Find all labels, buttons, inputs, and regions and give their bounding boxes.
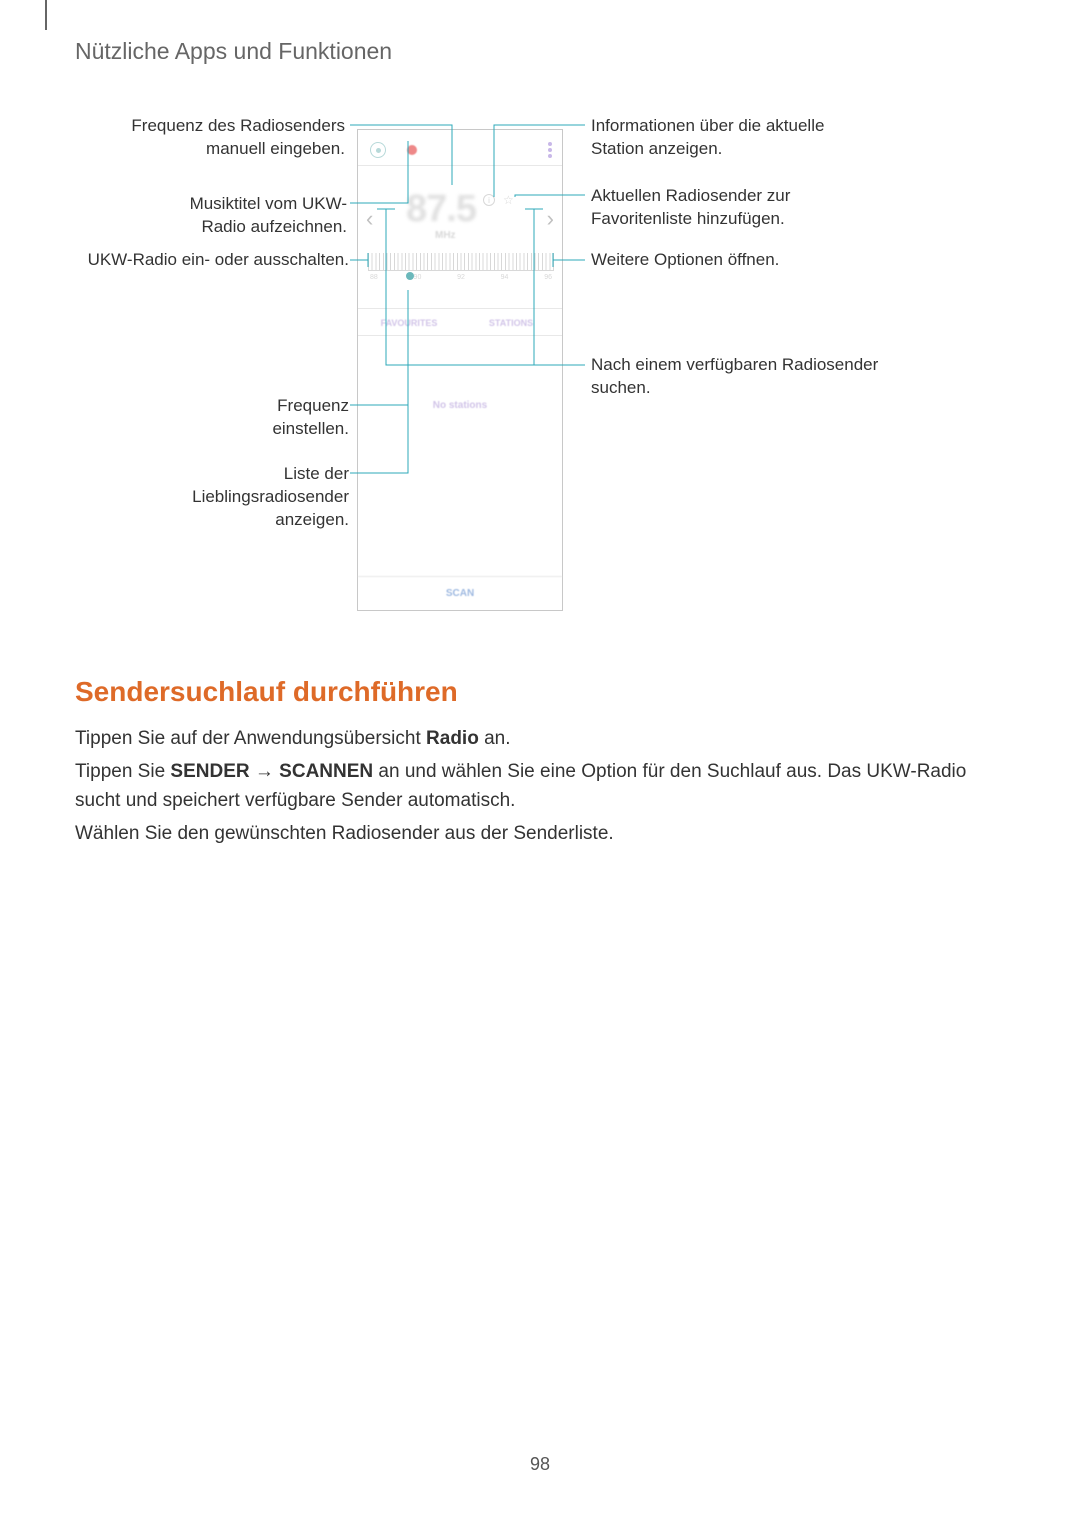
record-icon[interactable] [404, 142, 420, 158]
callout-search: Nach einem verfügbaren Radiosender suche… [591, 354, 881, 400]
radio-toolbar [358, 136, 562, 166]
tab-stations[interactable]: STATIONS [460, 309, 562, 335]
diagram: ‹ 87.5 MHz i ☆ › 88 90 92 94 96 FAVOURIT… [75, 105, 975, 625]
arrow-text: → [250, 761, 280, 782]
text: Tippen Sie [75, 761, 170, 782]
callout-fav-list: Liste der Lieblingsradiosender anzeigen. [125, 463, 349, 532]
scale-label: 90 [414, 274, 422, 281]
frequency-scale[interactable]: 88 90 92 94 96 [368, 253, 554, 285]
callout-add-fav: Aktuellen Radiosender zur Favoritenliste… [591, 185, 881, 231]
scale-label: 88 [370, 274, 378, 281]
frequency-display: ‹ 87.5 MHz i ☆ › [358, 188, 562, 243]
tab-bar: FAVOURITES STATIONS [358, 308, 562, 336]
scale-label: 94 [501, 274, 509, 281]
callout-station-info: Informationen über die aktuelle Station … [591, 115, 881, 161]
section-header: Nützliche Apps und Funktionen [75, 38, 392, 65]
prev-station-icon[interactable]: ‹ [366, 206, 373, 232]
bold-text: SCANNEN [279, 761, 373, 782]
scale-ticks [368, 253, 554, 271]
power-icon[interactable] [370, 142, 386, 158]
callout-manual-freq: Frequenz des Radiosenders manuell eingeb… [95, 115, 345, 161]
frequency-number[interactable]: 87.5 [406, 188, 476, 231]
text: an. [479, 728, 511, 749]
callout-freq-set: Frequenz einstellen. [201, 395, 349, 441]
paragraph-3: Wählen Sie den gewünschten Radiosender a… [75, 820, 975, 849]
scale-labels: 88 90 92 94 96 [368, 274, 554, 281]
next-station-icon[interactable]: › [547, 206, 554, 232]
scale-label: 92 [457, 274, 465, 281]
bold-text: SENDER [170, 761, 249, 782]
callout-more-opts: Weitere Optionen öffnen. [591, 249, 881, 272]
page-marker [45, 0, 47, 30]
empty-state-text: No stations [358, 400, 562, 411]
scale-label: 96 [544, 274, 552, 281]
more-options-icon[interactable] [542, 142, 558, 158]
frequency-indicator[interactable] [406, 272, 414, 280]
paragraph-1: Tippen Sie auf der Anwendungsübersicht R… [75, 725, 975, 754]
bold-text: Radio [426, 728, 479, 749]
callout-record: Musiktitel vom UKW-Radio aufzeichnen. [157, 193, 347, 239]
paragraph-2: Tippen Sie SENDER → SCANNEN an und wähle… [75, 758, 975, 815]
favorite-star-icon[interactable]: ☆ [503, 193, 514, 207]
callout-power: UKW-Radio ein- oder ausschalten. [87, 249, 349, 272]
phone-mockup: ‹ 87.5 MHz i ☆ › 88 90 92 94 96 FAVOURIT… [357, 129, 563, 611]
frequency-unit: MHz [435, 230, 456, 241]
scan-button[interactable]: SCAN [358, 576, 562, 610]
text: Tippen Sie auf der Anwendungsübersicht [75, 728, 426, 749]
page-number: 98 [0, 1454, 1080, 1475]
station-info-icon[interactable]: i [483, 194, 495, 206]
tab-favourites[interactable]: FAVOURITES [358, 309, 460, 335]
section-heading: Sendersuchlauf durchführen [75, 676, 458, 708]
